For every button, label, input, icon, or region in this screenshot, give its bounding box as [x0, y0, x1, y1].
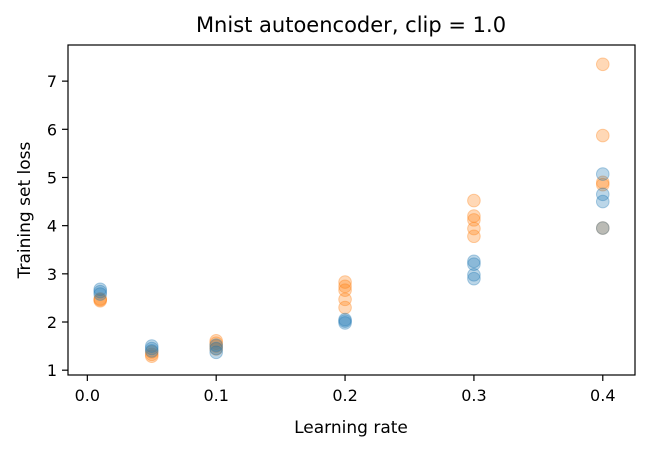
y-tick-label-5: 6	[47, 120, 57, 139]
data-point-s0-2	[93, 292, 108, 306]
data-point-s1-17	[595, 194, 610, 209]
data-point-s1-0	[93, 287, 108, 301]
data-point-s1-8	[209, 338, 223, 352]
data-point-s0-4	[144, 347, 159, 362]
data-point-s0-15	[467, 229, 481, 244]
data-point-s1-4	[144, 341, 159, 356]
data-point-s1-9	[338, 316, 352, 330]
data-point-s0-14	[338, 275, 352, 289]
data-point-s1-12	[467, 271, 481, 286]
data-point-s1-19	[595, 167, 610, 181]
data-point-s0-8	[209, 336, 223, 351]
data-point-s0-5	[144, 345, 159, 359]
data-point-s0-18	[467, 209, 481, 223]
data-point-s1-18	[595, 187, 610, 202]
data-point-s0-17	[467, 213, 481, 227]
data-point-s1-6	[209, 345, 223, 360]
x-tick-label-4: 0.4	[590, 386, 615, 405]
x-tick-label-2: 0.2	[332, 386, 357, 405]
data-points	[93, 57, 610, 364]
data-point-s0-0	[93, 294, 108, 308]
data-point-s1-16	[595, 221, 610, 235]
data-point-s0-13	[338, 279, 352, 294]
data-point-s0-22	[595, 175, 610, 190]
data-point-s1-7	[209, 341, 223, 356]
y-tick-label-0: 1	[47, 361, 57, 380]
data-point-s1-14	[467, 257, 481, 272]
x-tick-label-1: 0.1	[203, 386, 228, 405]
data-point-s0-7	[209, 339, 223, 353]
data-point-s1-5	[144, 339, 159, 353]
data-point-s1-10	[338, 314, 352, 328]
data-point-s0-6	[209, 342, 223, 356]
x-tick-label-0: 0.0	[75, 386, 100, 405]
data-point-s0-24	[595, 57, 610, 72]
data-point-s0-3	[144, 349, 159, 364]
plot-frame	[67, 44, 636, 376]
data-point-s0-16	[467, 221, 481, 236]
y-axis-label: Training set loss	[15, 142, 35, 280]
data-point-s0-10	[338, 300, 352, 315]
data-point-s1-15	[467, 254, 481, 269]
data-point-s0-19	[467, 193, 481, 208]
y-tick-label-3: 4	[47, 217, 57, 236]
data-point-s0-1	[93, 293, 108, 307]
y-tick-label-4: 5	[47, 168, 57, 187]
data-point-s1-3	[144, 344, 159, 358]
x-tick-label-3: 0.3	[461, 386, 486, 405]
y-tick-label-6: 7	[47, 72, 57, 91]
chart-title: Mnist autoencoder, clip = 1.0	[196, 13, 506, 37]
data-point-s0-21	[595, 177, 610, 192]
data-point-s0-20	[595, 221, 610, 235]
data-point-s0-23	[595, 128, 610, 143]
data-point-s0-11	[338, 292, 352, 307]
data-point-s0-12	[338, 283, 352, 298]
data-point-s1-13	[467, 268, 481, 282]
data-point-s1-2	[93, 282, 108, 297]
x-axis-label: Learning rate	[294, 418, 408, 438]
y-tick-label-2: 3	[47, 265, 57, 284]
data-point-s1-11	[338, 312, 352, 327]
data-point-s1-1	[93, 284, 108, 299]
data-point-s0-9	[209, 334, 223, 348]
y-tick-label-1: 2	[47, 313, 57, 332]
axes: 0.0 0.1 0.2 0.3 0.4 1 2 3 4 5 6 7	[47, 72, 616, 405]
